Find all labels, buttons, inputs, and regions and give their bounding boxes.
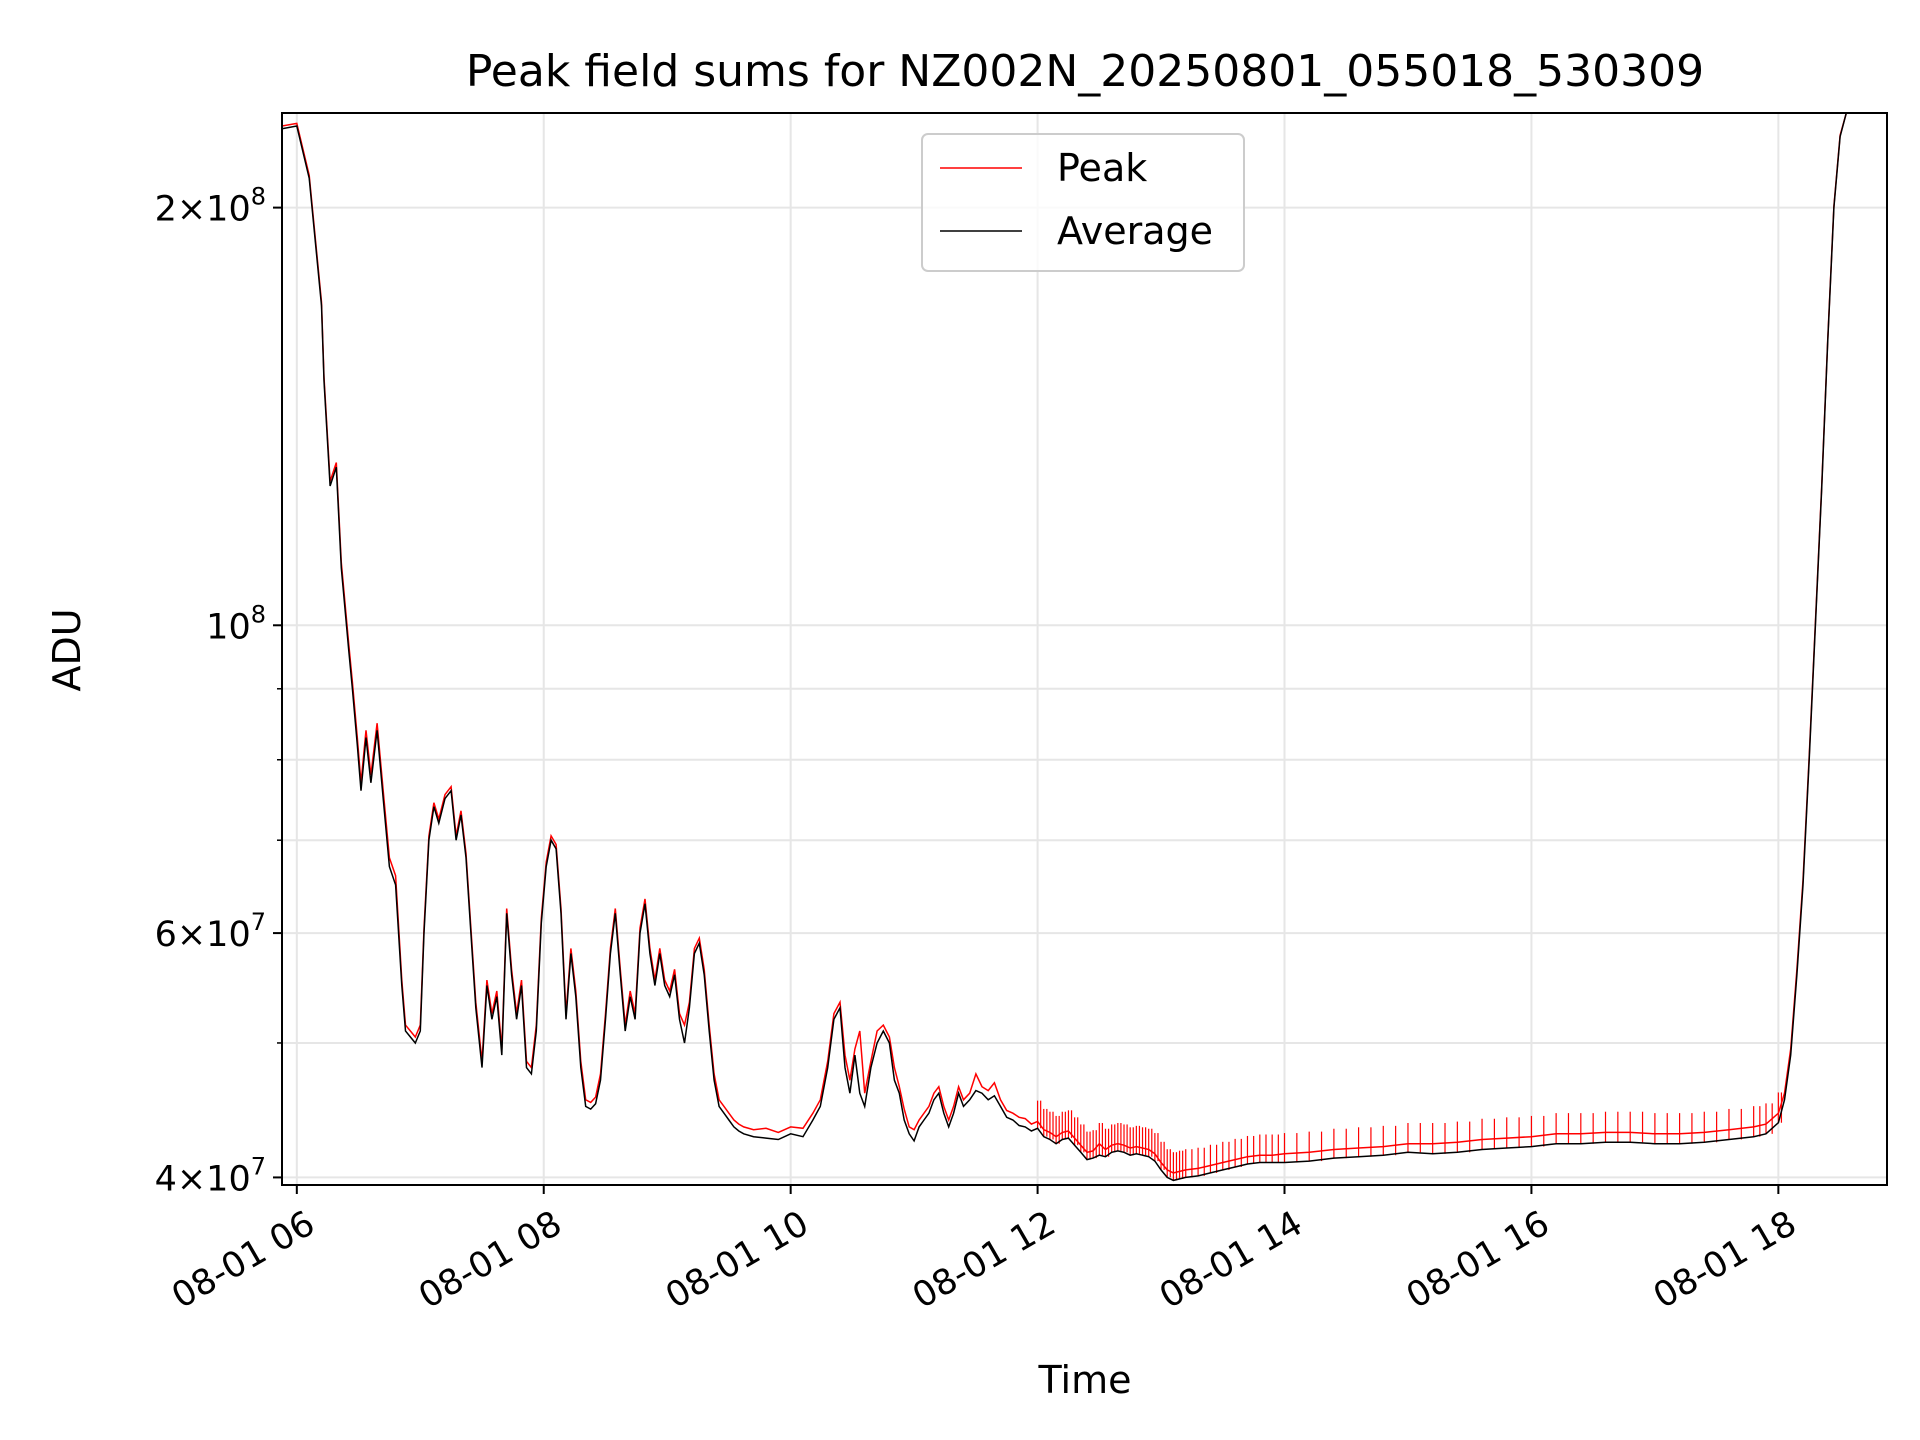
- x-axis-label: Time: [1038, 1358, 1132, 1402]
- y-tick-exponent: 8: [251, 600, 266, 628]
- legend: Peak Average: [921, 133, 1245, 272]
- y-tick-exponent: 8: [251, 183, 266, 211]
- y-tick-mantissa: 6: [155, 915, 177, 955]
- y-tick-times: ×: [177, 190, 206, 230]
- y-tick-exponent: 7: [251, 1152, 266, 1180]
- y-tick-base: 10: [206, 1159, 251, 1199]
- chart-title: Peak field sums for NZ002N_20250801_0550…: [466, 46, 1704, 97]
- legend-label-average: Average: [1057, 209, 1213, 253]
- series-line-average: [282, 113, 1865, 1182]
- y-tick-base: 10: [206, 915, 251, 955]
- legend-label-peak: Peak: [1057, 146, 1147, 190]
- y-tick-mantissa: 4: [155, 1159, 177, 1199]
- y-tick-label: 108: [206, 600, 266, 647]
- y-tick-base: 10: [206, 607, 251, 647]
- y-tick-label: 2×108: [155, 183, 266, 230]
- plot-area: [282, 113, 1865, 1182]
- axes-frame: [281, 112, 1888, 1186]
- y-tick-mantissa: 2: [155, 190, 177, 230]
- y-tick-label: 6×107: [155, 908, 266, 955]
- y-tick-times: ×: [177, 915, 206, 955]
- y-axis-label: ADU: [45, 608, 89, 691]
- y-tick-label: 4×107: [155, 1152, 266, 1199]
- y-tick-times: ×: [177, 1159, 206, 1199]
- y-tick-exponent: 7: [251, 908, 266, 936]
- y-tick-base: 10: [206, 190, 251, 230]
